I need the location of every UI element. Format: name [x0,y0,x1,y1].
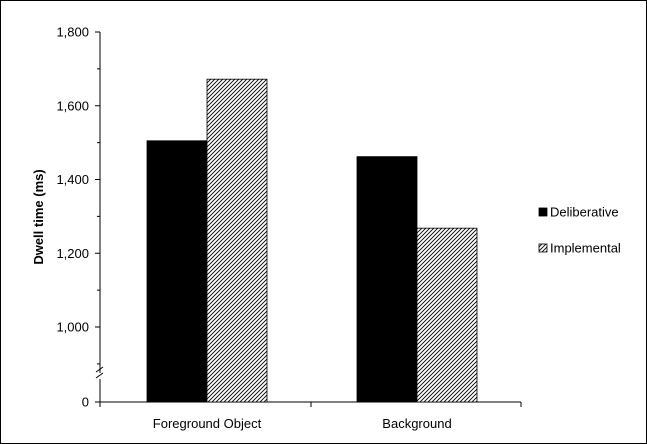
legend-label-deliberative: Deliberative [550,205,619,220]
legend-swatch-deliberative [538,207,548,217]
y-tick-label: 1,800 [56,25,89,40]
y-tick-label: 1,200 [56,246,89,261]
bar-implemental-2 [416,227,478,403]
y-tick-label: 1,400 [56,172,89,187]
y-tick-label: 1,600 [56,98,89,113]
x-category-label: Background [382,416,451,431]
legend-swatch-implemental [538,243,548,253]
x-category-label: Foreground Object [153,416,262,431]
y-axis-title: Dwell time (ms) [31,169,46,264]
axis-break-mark [95,366,104,379]
legend-label-implemental: Implemental [550,241,621,256]
bar-implemental-1 [206,78,268,403]
y-tick-label: 1,000 [56,320,89,335]
label-layer: 1,800 1,600 1,400 1,200 1,000 0 Dwell time (ms… [31,25,452,432]
legend: Deliberative Implemental [538,205,621,256]
y-zero-label: 0 [82,395,89,410]
bar-deliberative-2 [356,156,418,403]
bar-deliberative-1 [146,140,208,403]
bar-layer [146,78,478,403]
